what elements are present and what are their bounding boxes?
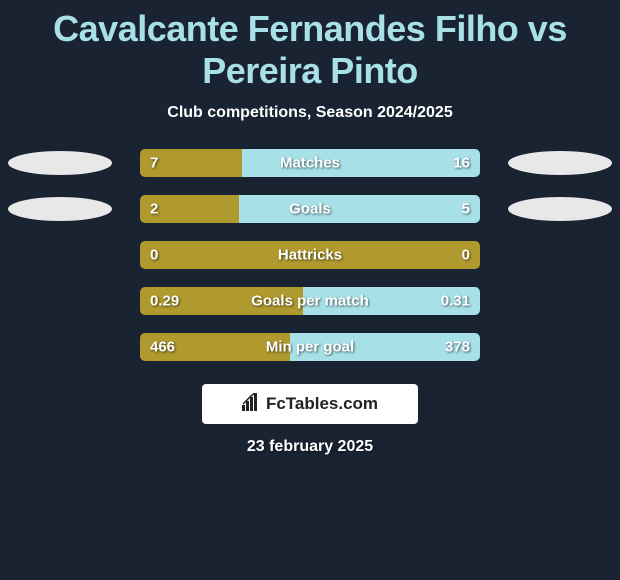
stat-bar: 7 16 Matches [140, 149, 480, 177]
player-badge-left [8, 151, 112, 175]
page-title: Cavalcante Fernandes Filho vs Pereira Pi… [0, 0, 620, 96]
stat-value-left: 2 [150, 201, 158, 218]
stat-value-right: 5 [462, 201, 470, 218]
stat-value-right: 0.31 [441, 293, 470, 310]
stat-row: 7 16 Matches [0, 140, 620, 186]
stat-row: 0 0 Hattricks [0, 232, 620, 278]
stat-bar: 0 0 Hattricks [140, 241, 480, 269]
stat-value-left: 0 [150, 247, 158, 264]
stat-value-right: 378 [445, 339, 470, 356]
stat-bar: 466 378 Min per goal [140, 333, 480, 361]
stat-value-left: 0.29 [150, 293, 179, 310]
stat-label: Matches [280, 155, 340, 172]
player-badge-right [508, 151, 612, 175]
player-badge-right [508, 197, 612, 221]
stat-bar: 2 5 Goals [140, 195, 480, 223]
bar-segment-right [239, 195, 480, 223]
subtitle: Club competitions, Season 2024/2025 [0, 96, 620, 140]
player-badge-left [8, 197, 112, 221]
barchart-icon [242, 393, 262, 416]
stat-label: Goals per match [251, 293, 369, 310]
stat-label: Hattricks [278, 247, 342, 264]
stat-row: 2 5 Goals [0, 186, 620, 232]
stat-value-right: 0 [462, 247, 470, 264]
stat-value-left: 466 [150, 339, 175, 356]
date-text: 23 february 2025 [0, 424, 620, 470]
stats-region: 7 16 Matches 2 5 Goals 0 0 Hattricks 0.29 0.31 Goal… [0, 140, 620, 370]
stat-label: Goals [289, 201, 331, 218]
comparison-infographic: Cavalcante Fernandes Filho vs Pereira Pi… [0, 0, 620, 470]
stat-label: Min per goal [266, 339, 354, 356]
bar-segment-right [242, 149, 480, 177]
stat-value-left: 7 [150, 155, 158, 172]
logo-box: FcTables.com [202, 384, 418, 424]
stat-value-right: 16 [453, 155, 470, 172]
stat-row: 466 378 Min per goal [0, 324, 620, 370]
stat-row: 0.29 0.31 Goals per match [0, 278, 620, 324]
stat-bar: 0.29 0.31 Goals per match [140, 287, 480, 315]
logo-text: FcTables.com [266, 394, 378, 414]
